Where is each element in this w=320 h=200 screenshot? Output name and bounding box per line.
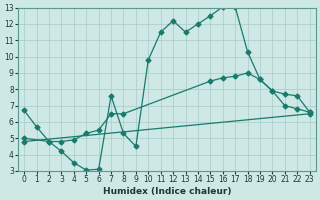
X-axis label: Humidex (Indice chaleur): Humidex (Indice chaleur) bbox=[103, 187, 231, 196]
